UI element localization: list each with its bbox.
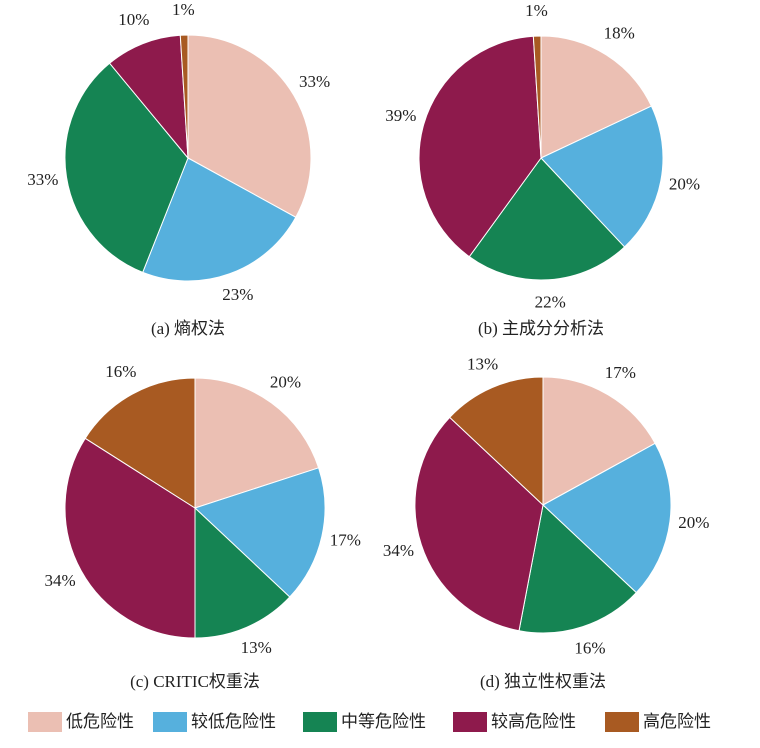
slice-label: 13% [467,354,498,373]
pie-slice [532,35,542,159]
slice-label: 18% [604,24,635,43]
pie-slice [179,34,189,159]
legend-swatch [605,712,639,732]
pie-title: (b) 主成分分析法 [478,319,604,338]
pie-slice [414,416,544,632]
pie-slice [418,35,542,258]
slice-label: 20% [669,174,700,193]
slice-label: 33% [27,170,58,189]
pie-slice [108,34,189,160]
pie-slice [194,467,326,598]
legend-swatch [28,712,62,732]
pie-title: (c) CRITIC权重法 [130,672,260,691]
slice-label: 1% [172,0,195,19]
pie-title: (d) 独立性权重法 [480,672,606,691]
slice-label: 13% [241,638,272,657]
pie-slice [542,442,672,594]
slice-label: 39% [385,106,416,125]
pie-slice [448,376,544,507]
slice-label: 1% [525,1,548,20]
legend-label: 较低危险性 [191,712,276,731]
legend-label: 高危险性 [643,712,711,731]
pie-slice [194,506,291,639]
legend-label: 较高危险性 [491,712,576,731]
slice-label: 10% [118,10,149,29]
pie-slice [468,157,626,281]
legend-swatch [303,712,337,732]
pie-slice [518,504,638,634]
slice-label: 34% [44,571,75,590]
pie-title: (a) 熵权法 [151,319,225,338]
pie-slice [540,105,664,248]
slice-label: 33% [299,72,330,91]
slice-label: 20% [270,372,301,391]
pie-slice [142,157,297,282]
pie-slice [64,437,196,639]
slice-label: 22% [535,293,566,312]
pie-slice [187,34,312,218]
slice-label: 20% [678,513,709,532]
pie-slice [542,376,656,506]
slice-label: 16% [105,362,136,381]
pie-slice [540,35,653,159]
legend-swatch [453,712,487,732]
legend-swatch [153,712,187,732]
slice-label: 34% [383,541,414,560]
slice-label: 17% [605,363,636,382]
pie-slice [84,377,196,509]
legend-label: 低危险性 [66,712,134,731]
pie-slice [194,377,320,509]
legend-label: 中等危险性 [341,712,426,731]
slice-label: 16% [574,638,605,657]
pie-slice [64,62,189,274]
slice-label: 23% [222,285,253,304]
slice-label: 17% [330,531,361,550]
